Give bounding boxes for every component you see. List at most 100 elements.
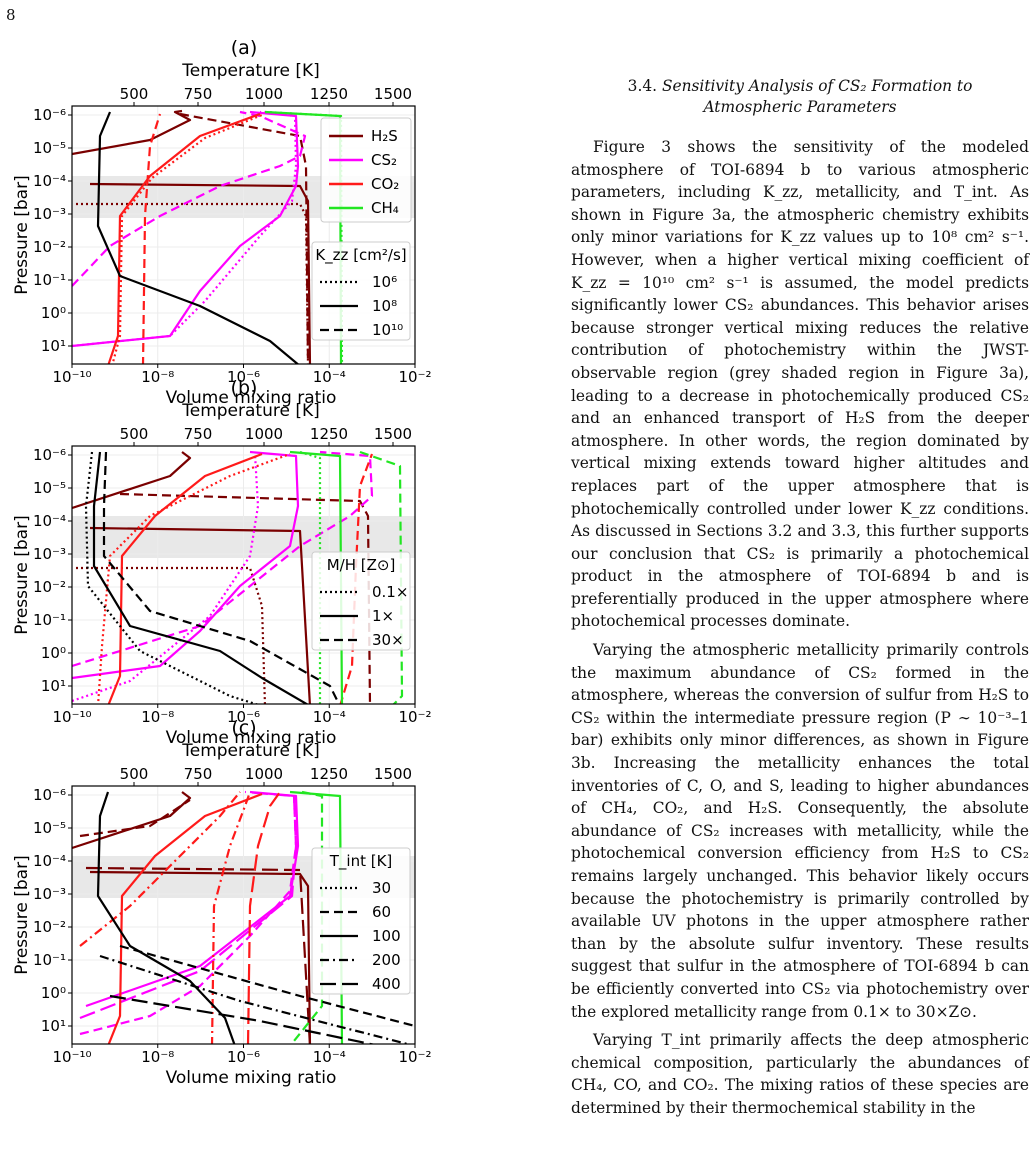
top-tick-label: 500	[120, 765, 149, 783]
curve-9	[141, 113, 162, 364]
top-tick-label: 1250	[310, 425, 348, 443]
species-legend	[320, 117, 412, 223]
top-tick-label: 500	[120, 85, 149, 103]
x-tick-label: 10⁻⁶	[227, 708, 260, 726]
x-axis-label: Volume mixing ratio	[166, 388, 337, 408]
x-tick-label: 10⁻²	[398, 1048, 431, 1066]
top-tick-label: 750	[184, 765, 213, 783]
x-axis-label: Volume mixing ratio	[166, 728, 337, 748]
curve-2	[76, 566, 267, 704]
y-tick-label: 10⁻⁵	[33, 139, 66, 157]
top-axis-label: Temperature [K]	[181, 401, 320, 421]
y-tick-label: 10⁻¹	[33, 951, 66, 969]
style-legend-label: 1×	[372, 607, 394, 625]
section-heading: 3.4. Sensitivity Analysis of CS₂ Formati…	[571, 76, 1029, 118]
panel-label: (c)	[231, 717, 256, 739]
top-tick-label: 1000	[245, 425, 283, 443]
curve-13	[96, 791, 236, 1044]
curve-7	[107, 452, 263, 704]
page-number: 8	[6, 6, 16, 24]
x-tick-label: 10⁻⁸	[141, 708, 174, 726]
style-legend-title: K_zz [cm²/s]	[315, 246, 406, 265]
y-axis-label: Pressure [bar]	[12, 515, 32, 634]
y-tick-label: 10⁻⁶	[33, 106, 66, 124]
curve-3	[179, 112, 310, 364]
curve-11	[264, 110, 344, 364]
y-tick-label: 10⁰	[41, 644, 66, 662]
curve-7	[107, 792, 263, 1044]
section-number: 3.4.	[627, 77, 658, 95]
text-column: 3.4. Sensitivity Analysis of CS₂ Formati…	[571, 76, 1029, 1126]
curve-1	[89, 870, 312, 1044]
curve-0	[72, 109, 192, 156]
x-tick-label: 10⁻¹⁰	[52, 708, 91, 726]
curve-8	[97, 452, 291, 704]
style-legend-label: 10⁶	[372, 273, 397, 291]
style-legend-label: 10⁸	[372, 297, 397, 315]
top-tick-label: 1000	[245, 765, 283, 783]
y-tick-label: 10⁻¹	[33, 611, 66, 629]
curve-12	[96, 111, 300, 364]
top-tick-label: 500	[120, 425, 149, 443]
section-title-line1: Sensitivity Analysis of CS₂ Formation to	[661, 77, 973, 95]
x-tick-label: 10⁻¹⁰	[52, 368, 91, 386]
style-legend-label: 400	[372, 975, 401, 993]
y-tick-label: 10⁻²	[33, 918, 66, 936]
curve-15	[102, 451, 341, 704]
y-tick-label: 10⁻⁴	[33, 852, 66, 870]
y-tick-label: 10⁻⁵	[33, 819, 66, 837]
style-legend-title: T_int [K]	[329, 852, 393, 871]
panel-a: (a)Temperature [K] 500 750 1000 1250 1500 10⁻¹…	[12, 37, 432, 408]
y-tick-label: 10⁻¹	[33, 271, 66, 289]
x-tick-label: 10⁻⁸	[141, 1048, 174, 1066]
paragraph-kzz: Figure 3 shows the sensitivity of the mo…	[571, 138, 1029, 631]
curve-4	[72, 450, 300, 680]
x-tick-label: 10⁻⁴	[313, 368, 346, 386]
y-tick-label: 10⁰	[41, 984, 66, 1002]
curve-15	[99, 954, 412, 1044]
curve-2	[85, 866, 311, 1044]
curve-1	[89, 182, 312, 364]
style-legend-label: 60	[372, 903, 391, 921]
x-tick-label: 10⁻⁶	[227, 368, 260, 386]
figure-3: (a)Temperature [K]500 750 1000 1250 150010⁻¹…	[12, 37, 432, 1088]
x-tick-label: 10⁻⁸	[141, 368, 174, 386]
style-legend-label: 100	[372, 927, 401, 945]
x-tick-label: 10⁻²	[398, 708, 431, 726]
y-tick-label: 10⁻³	[33, 885, 66, 903]
style-legend-label: 30×	[372, 631, 404, 649]
style-legend-label: 30	[372, 879, 391, 897]
y-tick-label: 10⁻³	[33, 205, 66, 223]
model-curves	[72, 790, 415, 1044]
species-legend-label: CO₂	[371, 175, 399, 193]
style-legend	[311, 847, 411, 995]
curve-14	[119, 944, 415, 1028]
curve-7	[107, 112, 261, 364]
species-legend-label: CH₄	[371, 199, 399, 217]
curve-5	[72, 453, 260, 703]
top-tick-label: 1500	[374, 85, 412, 103]
curve-10	[210, 791, 252, 1044]
species-legend-label: CS₂	[371, 151, 397, 169]
top-axis-label: Temperature [K]	[181, 61, 320, 81]
paragraph-metallicity: Varying the atmospheric metallicity prim…	[571, 641, 1029, 1021]
y-tick-label: 10¹	[41, 337, 66, 355]
y-tick-label: 10⁻²	[33, 238, 66, 256]
x-tick-label: 10⁻⁴	[313, 1048, 346, 1066]
x-axis-label: Volume mixing ratio	[166, 1068, 337, 1088]
curve-1	[89, 526, 311, 704]
curve-13	[92, 451, 309, 704]
curve-5	[72, 110, 298, 348]
top-axis-label: Temperature [K]	[181, 741, 320, 761]
x-tick-label: 10⁻⁴	[313, 708, 346, 726]
curve-8	[111, 113, 263, 364]
model-curves	[72, 109, 344, 364]
top-tick-label: 1500	[374, 425, 412, 443]
y-tick-label: 10⁻²	[33, 578, 66, 596]
y-tick-label: 10⁰	[41, 304, 66, 322]
species-legend-label: H₂S	[371, 127, 398, 145]
y-axis-label: Pressure [bar]	[12, 175, 32, 294]
curve-0	[72, 791, 192, 850]
style-legend-label: 0.1×	[372, 583, 408, 601]
y-tick-label: 10⁻⁵	[33, 479, 66, 497]
